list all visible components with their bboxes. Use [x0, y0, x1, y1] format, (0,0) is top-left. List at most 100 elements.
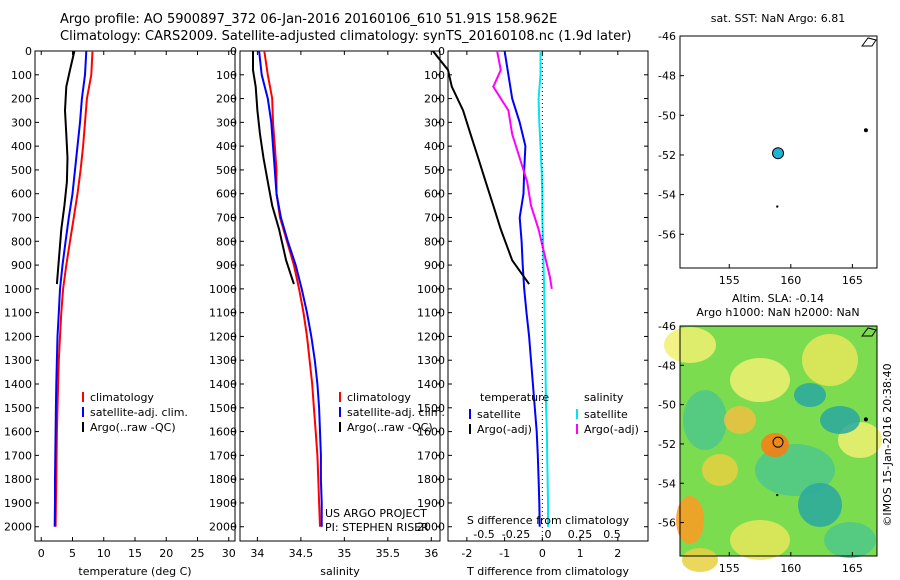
x-axis-label: T difference from climatology — [466, 565, 629, 578]
panel-2-frame — [239, 50, 441, 542]
y-tick-label: 100 — [11, 69, 32, 82]
x-tick-label: 5 — [69, 547, 76, 560]
y-tick-label: 900 — [424, 259, 445, 272]
project-annotation: PI: STEPHEN RISER — [325, 521, 429, 534]
y-tick-label: 100 — [216, 69, 237, 82]
sla-anomaly-blob — [761, 433, 789, 457]
sla-anomaly-blob — [730, 358, 790, 402]
legend-label: satellite — [584, 408, 628, 421]
lat-tick-label: -52 — [658, 149, 676, 162]
y-tick-label: 300 — [424, 116, 445, 129]
lon-tick-label: 160 — [780, 562, 801, 575]
x-tick-label-secondary: 0.25 — [568, 528, 593, 541]
sla-map-title-line1: Altim. SLA: -0.14 — [732, 292, 824, 305]
lat-tick-label: -54 — [658, 477, 676, 490]
x-tick-label: 2 — [614, 547, 621, 560]
y-tick-label: 1100 — [417, 307, 445, 320]
x-axis-label: salinity — [320, 565, 360, 578]
sla-anomaly-blob — [794, 383, 826, 407]
legend-group-title: salinity — [584, 391, 624, 404]
lat-tick-label: -52 — [658, 438, 676, 451]
argo-float-position — [772, 147, 785, 160]
x-tick-label: 0 — [539, 547, 546, 560]
y-tick-label: 400 — [424, 140, 445, 153]
y-tick-label: 1600 — [209, 426, 237, 439]
y-tick-label: 1900 — [209, 497, 237, 510]
x-axis-label-secondary: S difference from climatology — [467, 514, 630, 527]
y-tick-label: 300 — [11, 116, 32, 129]
x-tick-label: 10 — [97, 547, 111, 560]
y-tick-label: 0 — [438, 45, 445, 58]
y-tick-label: 1000 — [4, 283, 32, 296]
y-tick-label: 1000 — [209, 283, 237, 296]
legend-label: climatology — [347, 391, 411, 404]
y-tick-label: 1800 — [209, 473, 237, 486]
x-tick-label: 34 — [250, 547, 264, 560]
y-tick-label: 900 — [11, 259, 32, 272]
legend-label: satellite — [477, 408, 521, 421]
y-tick-label: 0 — [230, 45, 237, 58]
series-line-argo-raw-qc- — [252, 51, 295, 285]
y-tick-label: 1400 — [417, 378, 445, 391]
y-tick-label: 400 — [11, 140, 32, 153]
y-tick-label: 100 — [424, 69, 445, 82]
x-tick-label: 35 — [337, 547, 351, 560]
y-tick-label: 1300 — [209, 354, 237, 367]
lat-tick-label: -50 — [658, 109, 676, 122]
y-tick-label: 1800 — [417, 473, 445, 486]
argo-float-position — [772, 436, 784, 448]
series-line-argo-raw-qc- — [55, 50, 76, 285]
map-frame — [679, 35, 878, 269]
y-tick-label: 500 — [216, 164, 237, 177]
sla-anomaly-blob — [676, 496, 704, 544]
y-tick-label: 700 — [11, 212, 32, 225]
project-annotation: US ARGO PROJECT — [325, 507, 427, 520]
lat-tick-label: -46 — [658, 320, 676, 333]
y-tick-label: 1300 — [4, 354, 32, 367]
lon-tick-label: 155 — [719, 274, 740, 287]
y-tick-label: 300 — [216, 116, 237, 129]
series-line-satellite-adj-clim- — [53, 50, 88, 527]
y-tick-label: 1500 — [209, 402, 237, 415]
y-tick-label: 1100 — [209, 307, 237, 320]
lat-tick-label: -48 — [658, 70, 676, 83]
y-tick-label: 1200 — [417, 330, 445, 343]
y-tick-label: 1700 — [209, 449, 237, 462]
sla-map-title-line2: Argo h1000: NaN h2000: NaN — [696, 306, 859, 319]
x-tick-label: 35.5 — [376, 547, 401, 560]
series-line-salinity-satellite — [537, 51, 549, 527]
y-tick-label: 1900 — [4, 497, 32, 510]
figure-title-line1: Argo profile: AO 5900897_372 06-Jan-2016… — [60, 12, 558, 27]
legend-label: climatology — [90, 391, 154, 404]
y-tick-label: 600 — [216, 188, 237, 201]
y-tick-label: 600 — [11, 188, 32, 201]
y-tick-label: 1800 — [4, 473, 32, 486]
series-line-salinity-argo-adj- — [492, 50, 553, 290]
lon-tick-label: 155 — [719, 562, 740, 575]
x-tick-label: 30 — [222, 547, 236, 560]
y-tick-label: 700 — [216, 212, 237, 225]
series-line-climatology — [54, 50, 94, 527]
sst-map-title: sat. SST: NaN Argo: 6.81 — [711, 12, 845, 25]
y-tick-label: 1700 — [417, 449, 445, 462]
y-tick-label: 1500 — [4, 402, 32, 415]
y-tick-label: 400 — [216, 140, 237, 153]
y-tick-label: 900 — [216, 259, 237, 272]
x-tick-label: 34.5 — [289, 547, 314, 560]
sla-anomaly-blob — [730, 520, 790, 560]
legend-label: Argo(..raw -QC) — [90, 421, 176, 434]
legend-label: Argo(-adj) — [584, 423, 639, 436]
y-tick-label: 1900 — [417, 497, 445, 510]
x-tick-label-secondary: -0.25 — [502, 528, 530, 541]
y-tick-label: 2000 — [417, 521, 445, 534]
y-tick-label: 1100 — [4, 307, 32, 320]
sla-anomaly-blob — [664, 327, 716, 363]
lat-tick-label: -56 — [658, 517, 676, 530]
y-tick-label: 1700 — [4, 449, 32, 462]
y-tick-label: 1500 — [417, 402, 445, 415]
sla-anomaly-blob — [824, 522, 876, 558]
lat-tick-label: -54 — [658, 189, 676, 202]
legend-group-title: temperature — [480, 391, 549, 404]
lon-tick-label: 165 — [842, 274, 863, 287]
y-tick-label: 1200 — [4, 330, 32, 343]
